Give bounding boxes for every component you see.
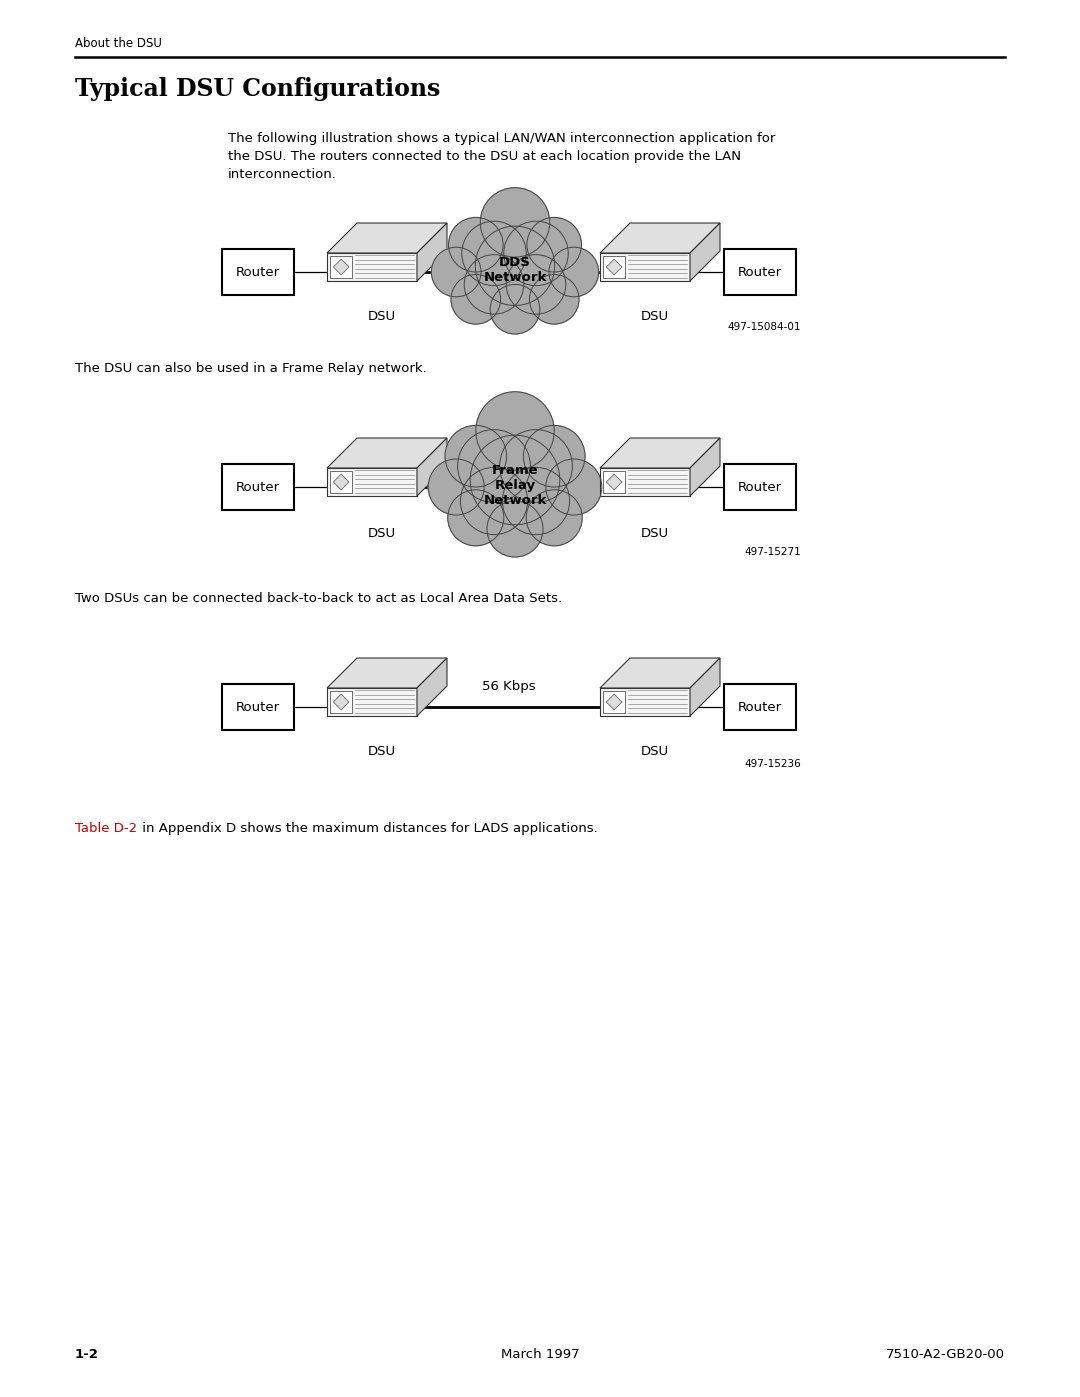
FancyBboxPatch shape xyxy=(724,249,796,295)
FancyBboxPatch shape xyxy=(222,249,294,295)
Text: Router: Router xyxy=(235,481,280,493)
Polygon shape xyxy=(606,694,622,710)
Circle shape xyxy=(524,426,585,488)
Text: The following illustration shows a typical LAN/WAN interconnection application f: The following illustration shows a typic… xyxy=(228,131,775,182)
Circle shape xyxy=(503,221,568,285)
Polygon shape xyxy=(690,439,720,496)
Circle shape xyxy=(481,187,550,257)
Circle shape xyxy=(526,490,582,546)
Circle shape xyxy=(490,285,540,334)
Polygon shape xyxy=(334,260,349,275)
Polygon shape xyxy=(600,658,720,687)
Text: About the DSU: About the DSU xyxy=(75,36,162,50)
Text: DSU: DSU xyxy=(368,527,396,541)
Polygon shape xyxy=(334,694,349,710)
Polygon shape xyxy=(417,658,447,717)
Polygon shape xyxy=(600,439,720,468)
FancyBboxPatch shape xyxy=(222,685,294,731)
Text: Router: Router xyxy=(738,265,782,278)
Text: Router: Router xyxy=(235,700,280,714)
Polygon shape xyxy=(327,468,417,496)
Circle shape xyxy=(527,218,581,272)
Text: Typical DSU Configurations: Typical DSU Configurations xyxy=(75,77,441,101)
Polygon shape xyxy=(690,658,720,717)
FancyBboxPatch shape xyxy=(603,471,625,493)
FancyBboxPatch shape xyxy=(603,256,625,278)
Text: DSU: DSU xyxy=(640,745,670,759)
Polygon shape xyxy=(327,658,447,687)
FancyBboxPatch shape xyxy=(724,685,796,731)
FancyBboxPatch shape xyxy=(330,256,352,278)
Text: 7510-A2-GB20-00: 7510-A2-GB20-00 xyxy=(886,1348,1005,1362)
FancyBboxPatch shape xyxy=(330,690,352,714)
Polygon shape xyxy=(327,224,447,253)
Text: Table D-2: Table D-2 xyxy=(75,821,137,835)
Text: DDS
Network: DDS Network xyxy=(484,256,546,284)
Circle shape xyxy=(431,247,481,296)
Text: Router: Router xyxy=(738,481,782,493)
Polygon shape xyxy=(327,253,417,281)
Text: Router: Router xyxy=(235,265,280,278)
Text: Frame
Relay
Network: Frame Relay Network xyxy=(484,464,546,507)
Text: 497-15271: 497-15271 xyxy=(744,548,801,557)
Polygon shape xyxy=(327,687,417,717)
Circle shape xyxy=(460,468,528,535)
Circle shape xyxy=(500,430,572,503)
Polygon shape xyxy=(606,474,622,490)
FancyBboxPatch shape xyxy=(724,464,796,510)
Polygon shape xyxy=(600,224,720,253)
Circle shape xyxy=(451,274,501,324)
Circle shape xyxy=(470,436,559,525)
Text: 56 Kbps: 56 Kbps xyxy=(482,680,536,693)
Circle shape xyxy=(476,391,554,471)
Circle shape xyxy=(502,468,569,535)
Polygon shape xyxy=(417,439,447,496)
Circle shape xyxy=(545,460,602,515)
Circle shape xyxy=(475,226,555,306)
Polygon shape xyxy=(334,474,349,490)
FancyBboxPatch shape xyxy=(222,464,294,510)
FancyBboxPatch shape xyxy=(603,690,625,714)
Polygon shape xyxy=(606,260,622,275)
Polygon shape xyxy=(417,224,447,281)
Text: in Appendix D shows the maximum distances for LADS applications.: in Appendix D shows the maximum distance… xyxy=(138,821,597,835)
Text: Router: Router xyxy=(738,700,782,714)
Polygon shape xyxy=(600,687,690,717)
Text: Two DSUs can be connected back-to-back to act as Local Area Data Sets.: Two DSUs can be connected back-to-back t… xyxy=(75,592,562,605)
Text: DSU: DSU xyxy=(640,310,670,323)
Text: 497-15236: 497-15236 xyxy=(744,759,801,768)
Text: DSU: DSU xyxy=(368,310,396,323)
Circle shape xyxy=(458,430,530,503)
Text: DSU: DSU xyxy=(640,527,670,541)
Circle shape xyxy=(448,218,503,272)
Polygon shape xyxy=(690,224,720,281)
Polygon shape xyxy=(327,439,447,468)
Circle shape xyxy=(529,274,579,324)
FancyBboxPatch shape xyxy=(330,471,352,493)
Circle shape xyxy=(549,247,598,296)
Circle shape xyxy=(445,426,507,488)
Text: March 1997: March 1997 xyxy=(501,1348,579,1362)
Polygon shape xyxy=(600,253,690,281)
Text: 1-2: 1-2 xyxy=(75,1348,99,1362)
Circle shape xyxy=(487,502,543,557)
Text: DSU: DSU xyxy=(368,745,396,759)
Circle shape xyxy=(507,254,566,314)
Circle shape xyxy=(462,221,526,285)
Polygon shape xyxy=(600,468,690,496)
Circle shape xyxy=(448,490,503,546)
Circle shape xyxy=(428,460,484,515)
Text: 497-15084-01: 497-15084-01 xyxy=(728,321,801,332)
Circle shape xyxy=(464,254,524,314)
Text: The DSU can also be used in a Frame Relay network.: The DSU can also be used in a Frame Rela… xyxy=(75,362,427,374)
